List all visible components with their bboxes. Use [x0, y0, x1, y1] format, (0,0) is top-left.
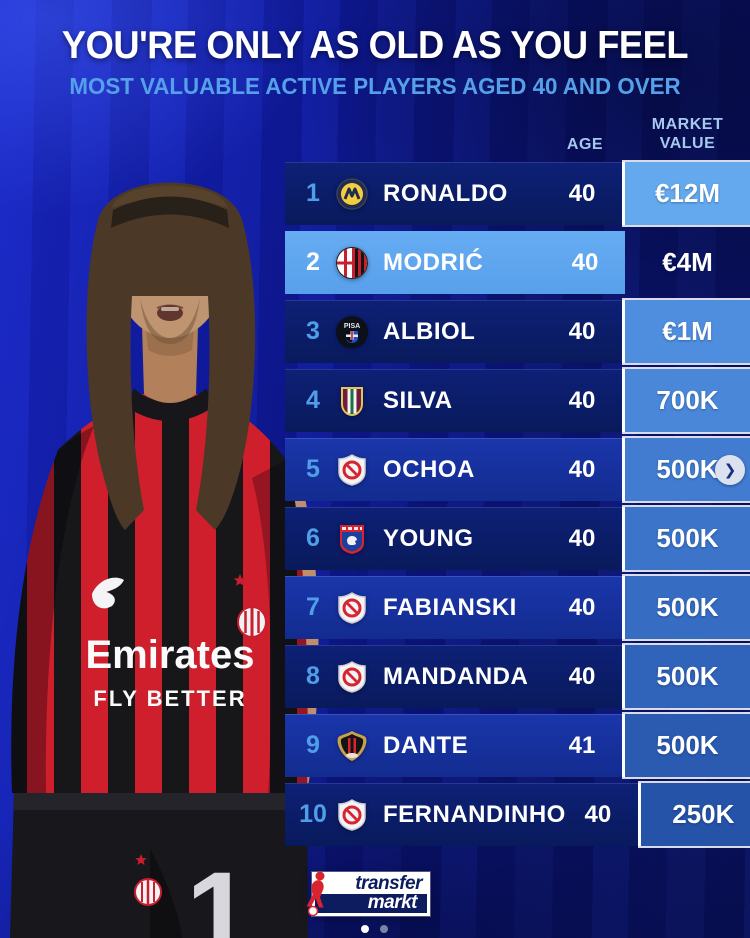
player-name: SILVA — [383, 386, 453, 414]
club-badge-no-club-icon — [335, 453, 369, 487]
transfermarkt-logo: transfer markt — [306, 871, 430, 917]
market-value-cell: 500K — [622, 645, 750, 708]
player-age: 40 — [568, 179, 596, 207]
player-age: 40 — [568, 662, 596, 690]
market-value-cell: €1M — [622, 300, 750, 363]
table-row: 5 OCHOA 40 500K ❯ — [285, 438, 750, 501]
club-badge-fluminense-icon — [335, 384, 369, 418]
rank-number: 10 — [299, 800, 327, 828]
rank-number: 7 — [306, 593, 320, 621]
table-rows: 1 RONALDO 40 €12M 2 MODRIĆ 40 €4M 3 PISA… — [285, 162, 750, 846]
market-value: 250K — [672, 799, 735, 829]
player-age: 40 — [568, 386, 596, 414]
player-age: 40 — [571, 248, 599, 276]
market-value: €4M — [662, 247, 713, 277]
table-row: 10 FERNANDINHO 40 250K — [285, 783, 750, 846]
market-value: 500K — [656, 592, 719, 622]
rank-number: 4 — [306, 386, 320, 414]
player-name: OCHOA — [383, 455, 475, 483]
age-column-header: AGE — [566, 136, 604, 153]
player-hair — [86, 182, 256, 530]
player-name: FABIANSKI — [383, 593, 517, 621]
ranking-table: AGE MARKET VALUE 1 RONALDO 40 €12M 2 MOD… — [285, 112, 750, 852]
player-name: FERNANDINHO — [383, 800, 566, 828]
player-name: RONALDO — [383, 179, 508, 207]
pagination-dots — [360, 925, 388, 933]
table-row: 6 YOUNG 40 500K — [285, 507, 750, 570]
player-name: MANDANDA — [383, 662, 529, 690]
club-badge-no-club-icon — [335, 798, 369, 832]
market-value: €1M — [662, 316, 713, 346]
table-row: 7 FABIANSKI 40 500K — [285, 576, 750, 639]
milan-star-icon — [233, 574, 247, 586]
player-jersey — [11, 394, 308, 793]
jersey-sponsor-tagline: FLY BETTER — [93, 686, 246, 711]
market-value-cell: 500K — [622, 576, 750, 639]
market-value: 500K — [656, 730, 719, 760]
club-badge-al-nassr-icon — [335, 177, 369, 211]
market-value: 500K — [656, 523, 719, 553]
rank-number: 2 — [306, 248, 320, 276]
logo-text-markt: markt — [315, 893, 427, 913]
market-value: 500K — [656, 454, 719, 484]
table-row: 1 RONALDO 40 €12M — [285, 162, 750, 225]
footer: transfer markt — [0, 871, 746, 933]
market-value-cell: 500K — [622, 507, 750, 570]
milan-crest-icon — [237, 606, 267, 638]
market-value: €12M — [654, 178, 721, 208]
market-value-cell: 500K ❯ — [622, 438, 750, 501]
club-badge-pisa-icon: PISA — [335, 315, 369, 349]
shorts-number: 1 — [186, 848, 252, 938]
page-title: YOU'RE ONLY AS OLD AS YOU FEEL — [61, 24, 689, 67]
player-age: 41 — [568, 731, 596, 759]
player-name: MODRIĆ — [383, 248, 484, 276]
club-badge-no-club-icon — [335, 591, 369, 625]
market-value-cell: €12M — [622, 162, 750, 225]
market-value-cell: 500K — [622, 714, 750, 777]
pagination-dot-2[interactable] — [379, 925, 388, 933]
table-row: 4 SILVA 40 700K — [285, 369, 750, 432]
club-badge-nice-icon — [335, 729, 369, 763]
player-name: DANTE — [383, 731, 469, 759]
player-age: 40 — [568, 524, 596, 552]
svg-text:PISA: PISA — [344, 323, 360, 330]
player-age: 40 — [568, 317, 596, 345]
rank-number: 3 — [306, 317, 320, 345]
club-badge-ac-milan-icon — [335, 246, 369, 280]
market-value: 700K — [656, 385, 719, 415]
player-name: YOUNG — [383, 524, 474, 552]
player-shorts — [10, 793, 308, 938]
puma-logo-icon — [92, 577, 124, 609]
market-value: 500K — [656, 661, 719, 691]
club-badge-no-club-icon — [335, 660, 369, 694]
page-subtitle: MOST VALUABLE ACTIVE PLAYERS AGED 40 AND… — [69, 73, 681, 99]
rank-number: 9 — [306, 731, 320, 759]
market-value-cell: 250K — [637, 783, 750, 846]
player-age: 40 — [568, 593, 596, 621]
market-value-cell: 700K — [622, 369, 750, 432]
table-row: 8 MANDANDA 40 500K — [285, 645, 750, 708]
logo-text-transfer: transfer — [315, 874, 427, 894]
player-name: ALBIOL — [383, 317, 476, 345]
rank-number: 8 — [306, 662, 320, 690]
table-header: AGE MARKET VALUE — [285, 112, 750, 158]
player-headband — [111, 196, 229, 228]
player-photo: Emirates FLY BETTER 1 — [10, 182, 319, 938]
market-value-column-header: MARKET VALUE — [651, 116, 724, 153]
rank-number: 5 — [306, 455, 320, 483]
transfermarkt-player-icon — [306, 871, 325, 917]
table-row: 3 PISA ALBIOL 40 €1M — [285, 300, 750, 363]
market-value-cell: €4M — [625, 231, 750, 294]
player-age: 40 — [584, 800, 612, 828]
table-row: 9 DANTE 41 500K — [285, 714, 750, 777]
next-arrow-button[interactable]: ❯ — [715, 454, 745, 485]
club-badge-ipswich-icon — [335, 522, 369, 556]
table-row: 2 MODRIĆ 40 €4M — [285, 231, 750, 294]
rank-number: 6 — [306, 524, 320, 552]
jersey-sponsor: Emirates — [86, 633, 255, 677]
pagination-dot-1[interactable] — [360, 925, 369, 933]
rank-number: 1 — [306, 179, 320, 207]
player-age: 40 — [568, 455, 596, 483]
